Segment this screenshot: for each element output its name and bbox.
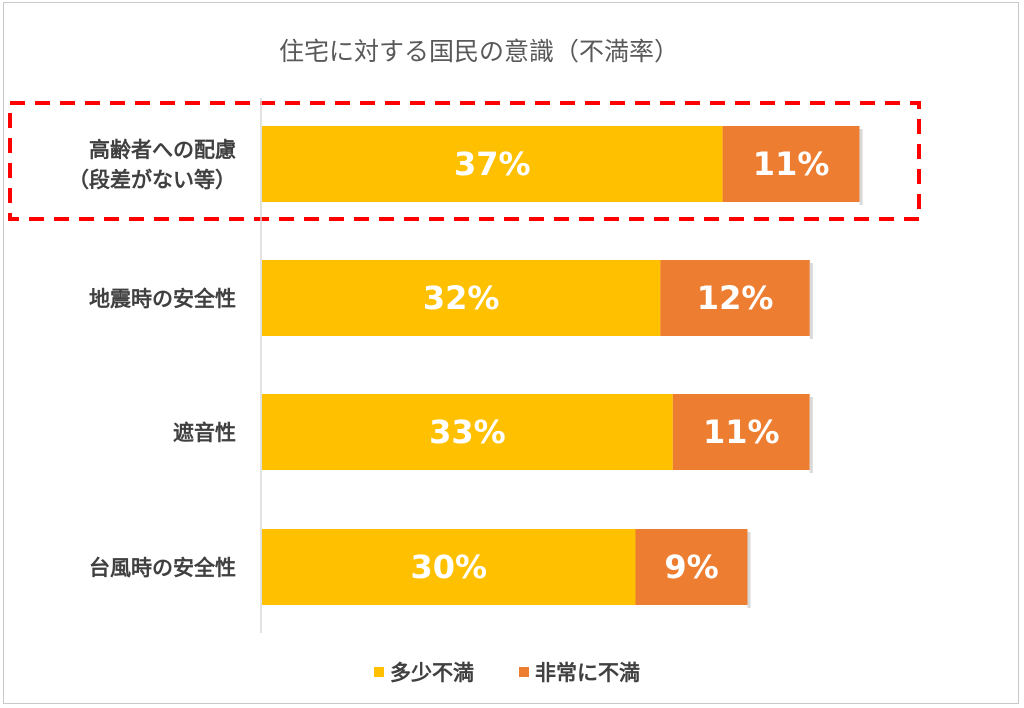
bars-group: 37% 11% 32% 12% 33% 11% 30% 9% (262, 126, 863, 608)
data-label-very-2: 11% (703, 413, 780, 451)
legend-swatch-very (519, 667, 529, 677)
bar-shadow-3 (747, 532, 751, 608)
bar-very-0 (722, 126, 860, 202)
category-label-0-line0: 高齢者への配慮 (89, 138, 236, 162)
legend-label-very: 非常に不満 (535, 661, 640, 685)
category-label-1: 地震時の安全性 (89, 287, 236, 311)
chart-frame: 住宅に対する国民の意識（不満率） 37% 11% 32% 12% 33% 11% 30% 9%… (3, 2, 1019, 704)
category-label-0-line1: （段差がない等） (68, 168, 236, 192)
bar-slight-2 (262, 394, 673, 470)
bar-shadow-2 (809, 397, 813, 473)
bar-slight-1 (262, 260, 661, 336)
legend-label-slight: 多少不満 (390, 661, 474, 685)
chart-svg: 住宅に対する国民の意識（不満率） 37% 11% 32% 12% 33% 11% 30% 9%… (8, 37, 921, 685)
highlight-box (8, 101, 921, 221)
category-label-2: 遮音性 (173, 421, 236, 445)
data-label-very-0: 11% (753, 145, 830, 183)
bar-very-2 (672, 394, 810, 470)
legend: 多少不満 非常に不満 (374, 661, 640, 685)
bar-very-3 (635, 529, 748, 605)
bar-shadow-1 (809, 263, 813, 339)
bar-slight-3 (262, 529, 636, 605)
bar-slight-0 (262, 126, 723, 202)
data-label-slight-0: 37% (454, 145, 531, 183)
legend-swatch-slight (374, 667, 384, 677)
category-label-3: 台風時の安全性 (89, 556, 236, 580)
data-label-slight-1: 32% (423, 279, 500, 317)
bar-shadow-0 (859, 129, 863, 205)
data-label-very-1: 12% (697, 279, 774, 317)
chart-title: 住宅に対する国民の意識（不満率） (279, 37, 679, 66)
data-label-slight-2: 33% (429, 413, 506, 451)
data-label-slight-3: 30% (411, 548, 488, 586)
data-label-very-3: 9% (664, 548, 718, 586)
bar-very-1 (660, 260, 810, 336)
